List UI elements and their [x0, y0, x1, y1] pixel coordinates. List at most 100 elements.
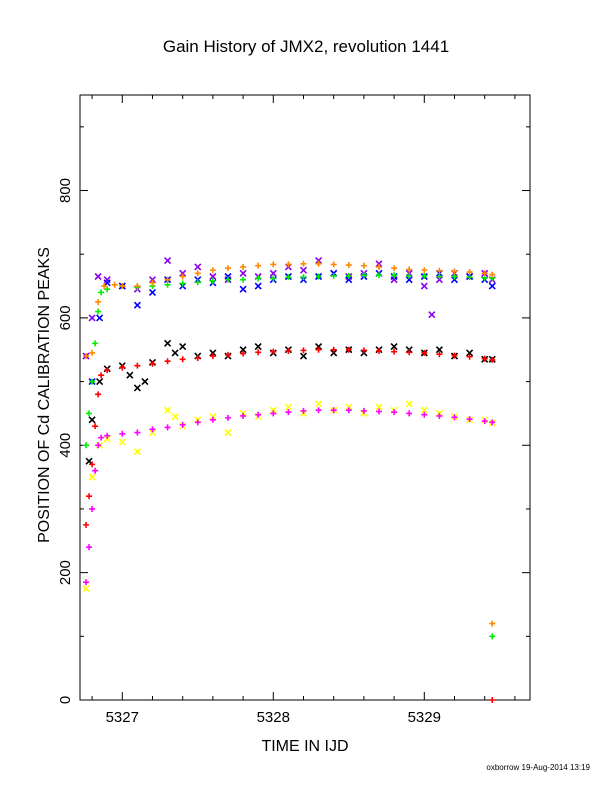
data-point [391, 272, 398, 279]
data-point [269, 269, 277, 277]
data-point [126, 371, 134, 379]
data-point [209, 413, 217, 421]
data-point [420, 282, 428, 290]
data-point [435, 346, 443, 354]
data-point [421, 411, 428, 418]
data-point [421, 267, 428, 274]
data-point [489, 697, 496, 703]
data-point [255, 262, 262, 269]
y-tick-label: 0 [57, 696, 74, 704]
data-point [86, 544, 93, 551]
data-point [224, 276, 231, 283]
chart-title: Gain History of JMX2, revolution 1441 [162, 37, 450, 56]
data-point [315, 257, 323, 265]
data-point [224, 272, 232, 281]
data-point [103, 435, 111, 443]
series-group [82, 400, 496, 593]
data-point [92, 467, 99, 474]
data-point [330, 261, 337, 268]
data-point [224, 351, 231, 358]
data-point [390, 342, 398, 351]
data-point [209, 267, 216, 274]
axis-ticks: 0 200 400 600 800 5327 5328 5329 [57, 95, 530, 726]
data-point [481, 355, 488, 362]
y-tick-label: 800 [57, 178, 74, 203]
series-group [82, 257, 496, 360]
data-point [209, 349, 217, 357]
data-point [133, 448, 141, 456]
y-tick-label: 200 [57, 560, 74, 585]
data-point [345, 403, 353, 411]
plot-frame [79, 94, 531, 701]
data-point [345, 407, 352, 414]
data-point [299, 266, 308, 274]
data-point [104, 367, 111, 374]
data-point [89, 349, 96, 356]
data-point [88, 416, 96, 424]
data-point [83, 353, 90, 360]
data-point [360, 262, 367, 269]
data-point [148, 276, 157, 284]
data-point [89, 378, 96, 385]
data-point [270, 261, 277, 268]
data-point [345, 272, 352, 279]
data-point [119, 430, 126, 437]
data-point [141, 378, 149, 386]
data-point [421, 349, 428, 356]
data-point [194, 279, 201, 286]
data-point [239, 285, 247, 293]
data-point [104, 286, 111, 293]
data-point [406, 266, 413, 273]
data-point [435, 276, 443, 284]
y-axis-label: POSITION OF Cd CALIBRATION PEAKS [36, 247, 53, 543]
data-point [360, 272, 367, 279]
data-point [96, 314, 104, 322]
data-point [285, 409, 292, 416]
data-point [451, 273, 458, 280]
data-point [92, 423, 99, 430]
data-point [134, 362, 141, 369]
data-point [436, 267, 443, 274]
data-point [466, 349, 474, 357]
data-point [450, 276, 459, 284]
data-point [255, 349, 262, 356]
data-point [240, 412, 247, 419]
data-point [360, 407, 367, 414]
data-point [149, 360, 156, 367]
data-point [119, 283, 126, 290]
data-point [98, 372, 105, 379]
data-point [240, 276, 247, 283]
data-point [451, 414, 458, 421]
data-point [375, 260, 383, 268]
data-point [149, 426, 156, 433]
data-point [375, 263, 382, 270]
data-point [95, 298, 102, 305]
data-point [254, 282, 262, 290]
data-point [179, 269, 187, 277]
data-point [300, 274, 307, 281]
data-point [88, 473, 96, 481]
data-point [466, 269, 473, 276]
data-point [224, 428, 232, 437]
series-group [83, 407, 496, 586]
data-point [481, 270, 488, 277]
data-point [466, 353, 473, 360]
data-point [375, 348, 382, 355]
data-point [428, 311, 436, 319]
data-point [451, 268, 458, 275]
y-tick-label: 400 [57, 433, 74, 458]
data-point [95, 391, 102, 398]
data-point [86, 410, 93, 417]
data-point [92, 340, 99, 347]
data-point [83, 521, 90, 528]
data-point [194, 419, 201, 426]
data-point [345, 346, 352, 353]
data-point [360, 347, 367, 354]
data-point [489, 271, 496, 278]
data-point [179, 342, 187, 351]
data-point [83, 442, 90, 449]
series-group [83, 346, 496, 703]
data-point [209, 416, 216, 423]
data-point [101, 283, 108, 290]
